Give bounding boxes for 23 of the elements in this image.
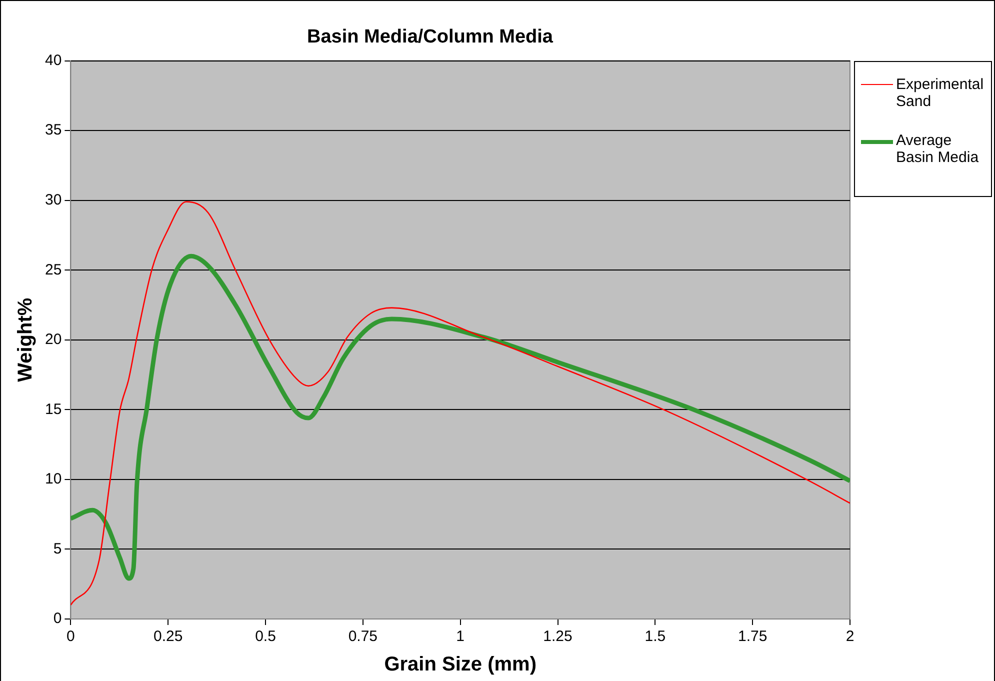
legend-label: Average Basin Media [896, 132, 980, 166]
y-tick-label: 10 [44, 470, 62, 488]
x-tick-label: 0 [66, 628, 75, 646]
y-tick-label: 30 [44, 191, 62, 208]
x-tick-label: 0.25 [153, 628, 183, 646]
chart-title: Basin Media/Column Media [307, 26, 554, 48]
y-tick-label: 15 [44, 400, 62, 418]
y-tick-label: 25 [44, 261, 62, 278]
x-tick-label: 1 [456, 628, 465, 646]
x-tick-label: 2 [846, 628, 854, 646]
x-axis-title: Grain Size (mm) [384, 654, 536, 676]
x-tick-label: 0.5 [255, 628, 276, 646]
y-tick-label: 35 [44, 122, 62, 139]
y-tick-label: 0 [53, 610, 62, 628]
y-tick-label: 40 [44, 52, 62, 69]
y-tick-label: 5 [53, 540, 62, 558]
x-tick-label: 1.5 [644, 628, 666, 646]
x-tick-label: 1.25 [543, 628, 572, 646]
legend-label: Experimental Sand [896, 76, 985, 110]
y-tick-label: 20 [44, 331, 62, 348]
x-tick-label: 0.75 [348, 628, 378, 646]
x-tick-label: 1.75 [738, 628, 768, 646]
y-axis-title: Weight% [14, 298, 37, 382]
